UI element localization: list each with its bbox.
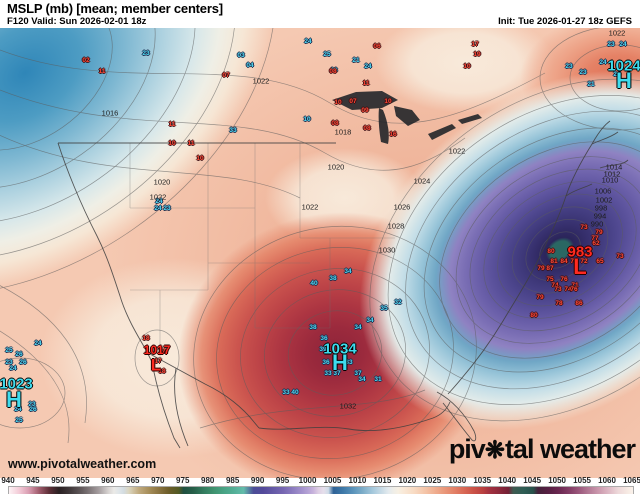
sunburst-icon: ❋ <box>484 437 505 464</box>
atlantic-low-fill <box>359 70 640 430</box>
init-time-label: Init: Tue 2026-01-27 18z GEFS <box>498 16 632 27</box>
colorbar-tick: 985 <box>225 476 240 485</box>
colorbar-tick: 1030 <box>448 476 467 485</box>
isobar-contours <box>0 0 640 481</box>
colorbar-tick-labels: 940 945 950 955 960 965 970 975 980 985 990 995 1000… <box>0 476 640 485</box>
colorbar-tick: 965 <box>126 476 140 485</box>
colorbar-tick: 1035 <box>473 476 492 485</box>
colorbar-tick: 980 <box>200 476 215 485</box>
state-borders <box>129 143 395 358</box>
colorbar-tick: 1010 <box>348 476 367 485</box>
logo-text-left: piv <box>448 434 486 464</box>
map-header: MSLP (mb) [mean; member centers] F120 Va… <box>0 0 640 28</box>
colorbar-tick: 1050 <box>548 476 567 485</box>
colorbar-tick: 950 <box>51 476 65 485</box>
colorbar-tick: 960 <box>101 476 115 485</box>
colorbar-tick: 995 <box>275 476 290 485</box>
page-title: MSLP (mb) [mean; member centers] <box>7 1 223 16</box>
valid-time-label: F120 Valid: Sun 2026-02-01 18z <box>7 16 147 27</box>
colorbar-tick: 990 <box>250 476 265 485</box>
colorbar-tick: 1060 <box>598 476 616 485</box>
colorbar-tick: 1040 <box>498 476 517 485</box>
colorbar-tick: 1005 <box>323 476 342 485</box>
coastlines <box>57 120 629 449</box>
great-lakes <box>332 91 482 144</box>
colorbar-tick: 1045 <box>523 476 542 485</box>
colorbar-tick: 1025 <box>423 476 442 485</box>
pivotal-weather-logo: piv❋tal weather <box>448 434 636 465</box>
logo-text-right: tal weather <box>504 434 636 464</box>
colorbar-tick: 955 <box>76 476 90 485</box>
pacific-nw-trough-fill <box>0 0 276 295</box>
colorbar-tick: 1065 <box>623 476 640 485</box>
colorbar-tick: 1000 <box>298 476 317 485</box>
watermark-url: www.pivotalweather.com <box>8 457 157 471</box>
colorbar-tick: 1020 <box>398 476 417 485</box>
colorbar <box>8 486 634 494</box>
colorbar-tick: 940 <box>1 476 15 485</box>
colorbar-tick: 970 <box>151 476 165 485</box>
colorbar-tick: 945 <box>26 476 40 485</box>
colorbar-tick: 975 <box>176 476 190 485</box>
colorbar-tick: 1015 <box>373 476 392 485</box>
colorbar-tick: 1055 <box>573 476 591 485</box>
